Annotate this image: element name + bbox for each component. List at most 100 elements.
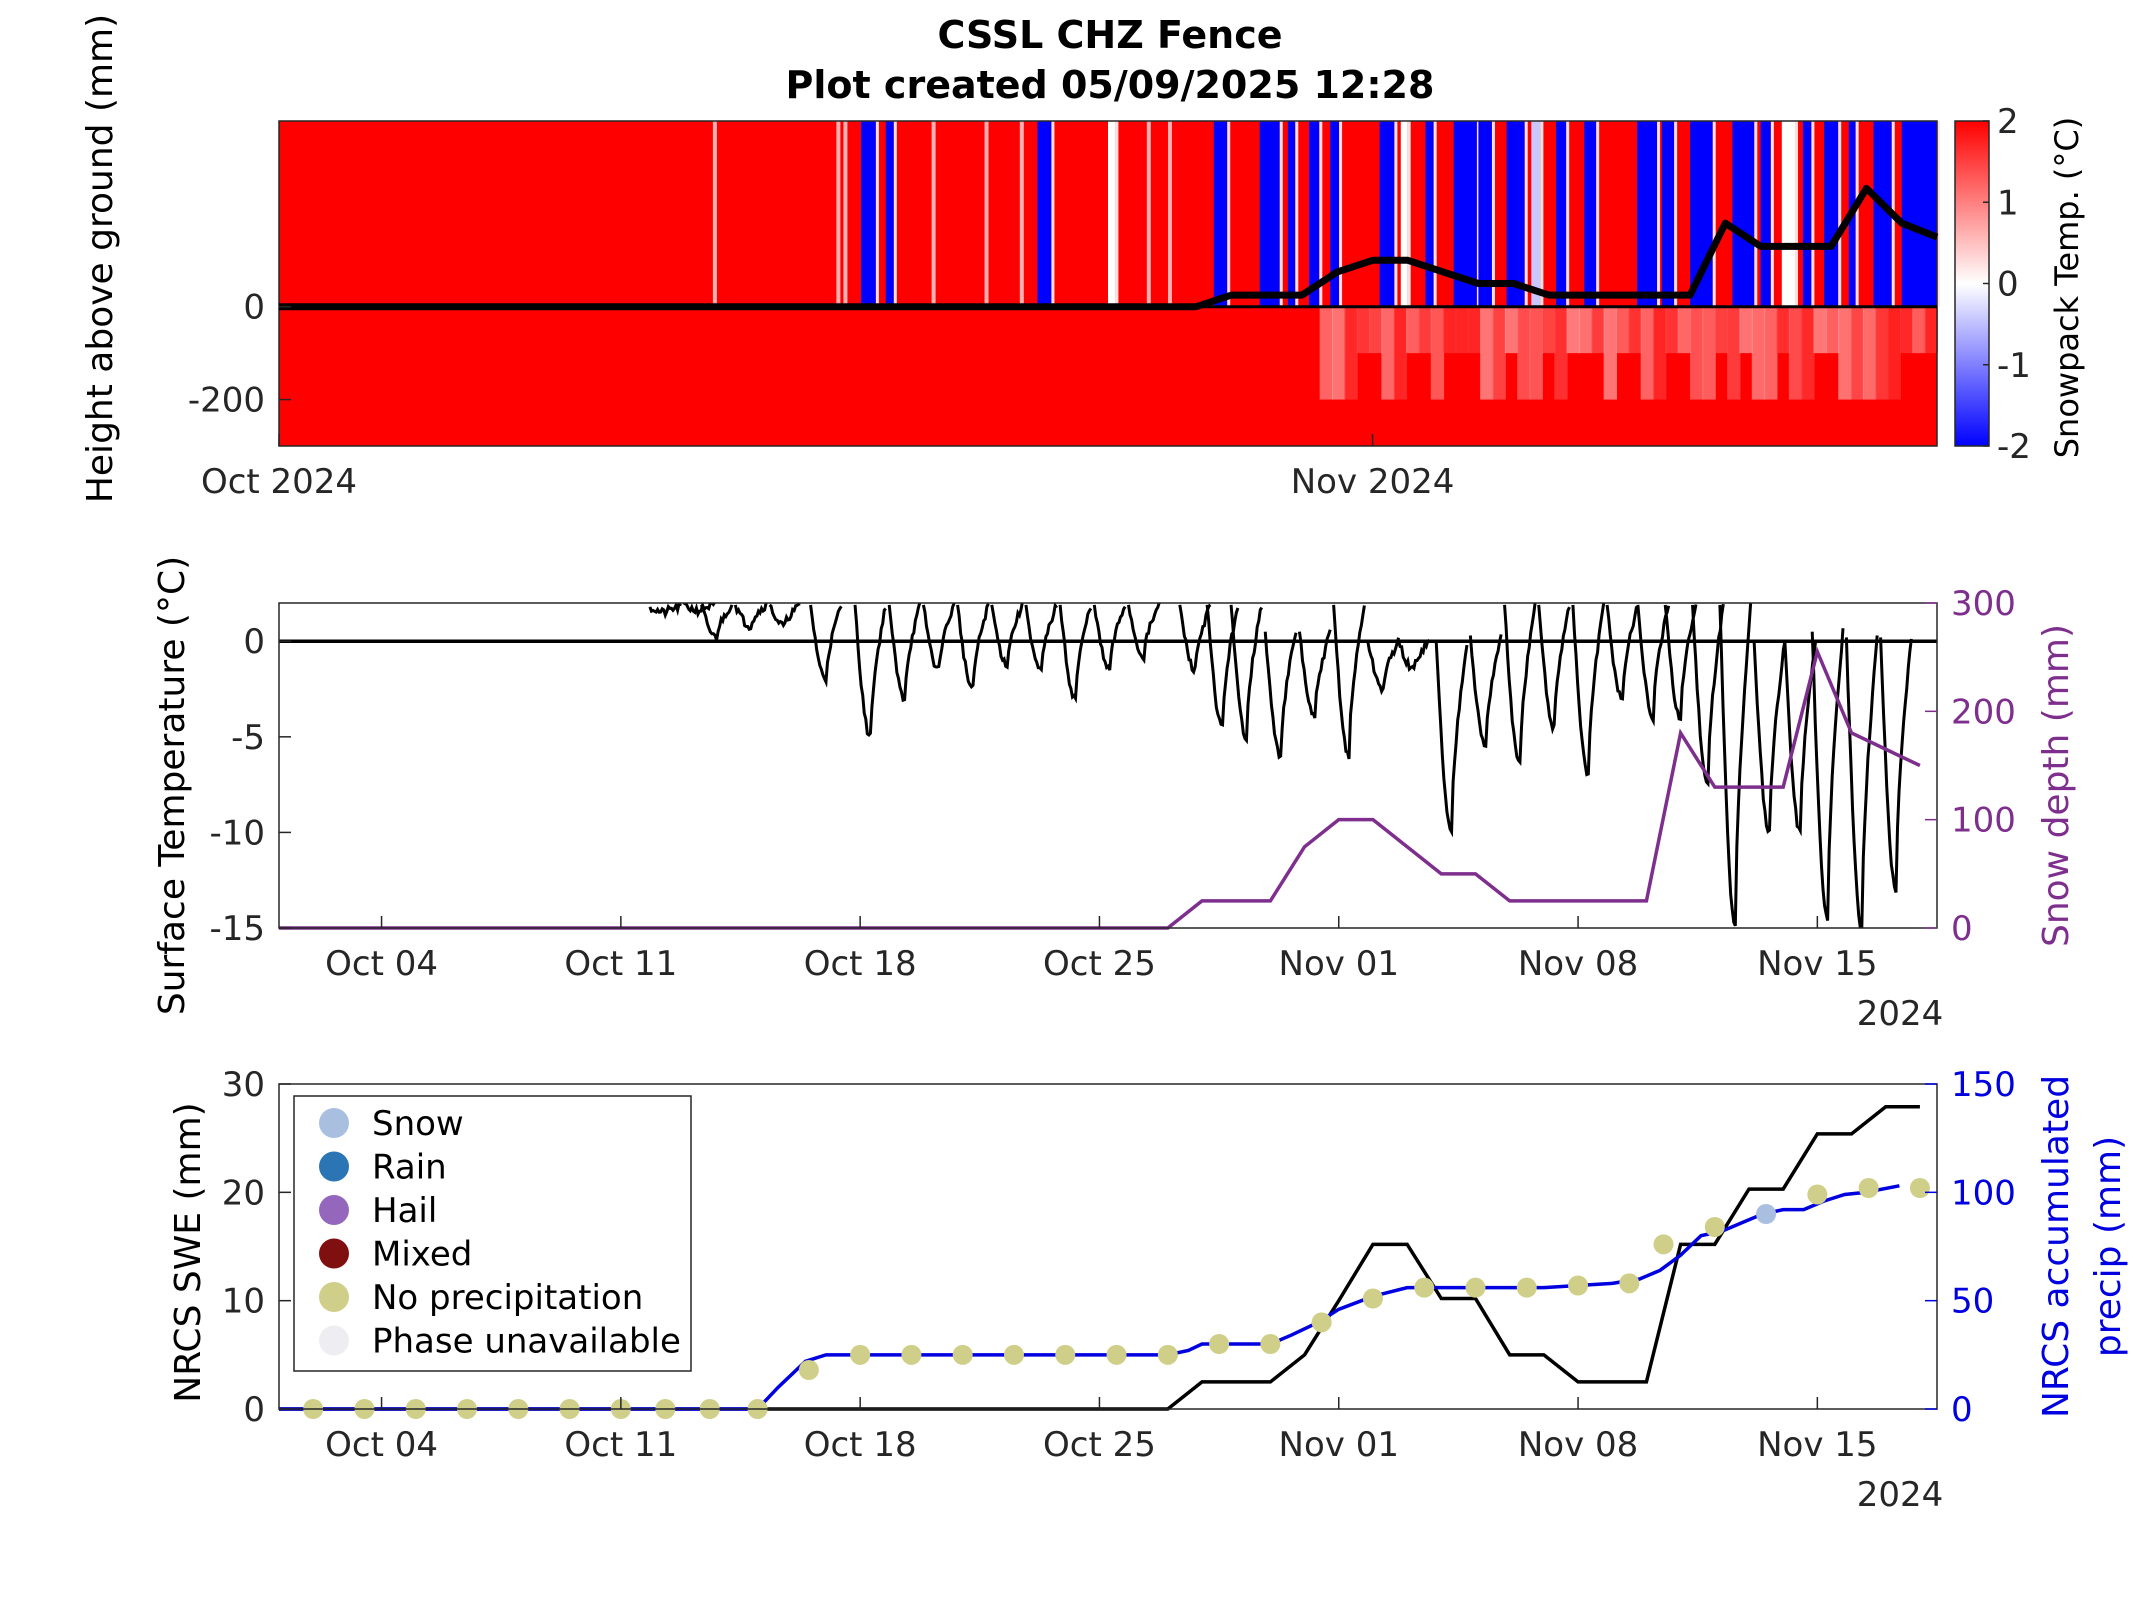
panel2-frame [278,602,1938,929]
heatmap-light-stripe [1295,121,1299,307]
heatmap-light-stripe [1936,121,1940,307]
heatmap-soil-cell [1813,306,1827,354]
precip-phase-marker [1653,1234,1674,1255]
precip-phase-marker [1055,1344,1076,1365]
legend-entry-label: Rain [372,1148,447,1188]
y-right-axis-label-line1: NRCS accumulated [2036,1075,2077,1418]
panel3-frame [278,1083,1938,1410]
heatmap-light-stripe [1566,121,1570,307]
y-tick-label: 0 [243,1390,265,1430]
precip-phase-marker [798,1360,819,1380]
heatmap-cold-stripe [1531,121,1541,307]
heatmap-soil-cell [1603,306,1617,400]
heatmap-light-stripe [1596,121,1600,307]
heatmap-soil-cell [1393,306,1408,400]
heatmap-cold-stripe [1661,121,1675,307]
heatmap-cold-stripe [1824,121,1839,307]
y-right-tick-label: 100 [1951,801,2016,841]
heatmap-soil-cell [1356,306,1371,354]
heatmap-soil-cell [1504,306,1519,354]
heatmap-soil-cell [1467,306,1482,354]
x-tick-label: Oct 11 [564,944,677,984]
x-tick-label: Oct 04 [325,944,438,984]
precip-phase-marker [952,1344,973,1365]
heatmap-soil-cell [1480,306,1494,400]
heatmap-light-stripe [1433,121,1437,307]
heatmap-soil-cell [1566,306,1580,354]
heatmap-cold-stripe [1732,121,1755,307]
heatmap-cold-stripe [1584,121,1597,307]
heatmap-soil-cell [1406,306,1420,354]
y-right-tick-label: 0 [1951,1390,1973,1430]
heatmap-soil-cell [1776,306,1790,354]
heatmap-soil-cell [1455,306,1469,354]
x-tick-label: Oct 18 [804,1425,917,1465]
y-tick-label: 0 [243,622,265,662]
legend-swatch [319,1195,349,1225]
heatmap-light-stripe [1754,121,1758,307]
heatmap-soil-cell [1899,306,1914,354]
y-tick-label: -200 [188,381,265,421]
x-tick-label: Oct 18 [804,944,917,984]
heatmap-frame [278,120,1938,447]
y-axis-label: Surface Temperature (°C) [152,556,193,1015]
precip-phase-marker [901,1344,922,1365]
heatmap-pale-stripe [931,121,936,307]
heatmap-light-stripe [1524,121,1528,307]
heatmap-soil-cell [1887,306,1901,400]
y-tick-label: 0 [243,288,265,328]
colorbar-tick-label: -2 [1997,427,2031,467]
heatmap-soil-cell [1825,306,1840,354]
x-tick-label: Nov 01 [1279,1425,1399,1465]
heatmap-soil-cell [1332,306,1346,400]
colorbar-tick-label: 0 [1997,265,2019,305]
y-tick-label: -10 [209,813,265,853]
heatmap-soil-cell [1751,306,1766,400]
heatmap-soil-cell [1430,306,1445,400]
legend-swatch [319,1325,349,1356]
precip-phase-marker [1465,1277,1486,1298]
x-tick-label: Nov 15 [1757,944,1877,984]
heatmap-soil-cell [1739,306,1753,354]
x-tick-label: Nov 01 [1279,944,1399,984]
precip-phase-marker [1209,1334,1230,1354]
legend-swatch [319,1282,349,1312]
heatmap-soil-cell [1541,306,1556,354]
heatmap-soil-cell [1369,306,1383,354]
heatmap-soil-cell [1702,306,1716,400]
x-year-label: 2024 [1857,1475,1944,1515]
heatmap-soil-cell [1862,306,1877,400]
heatmap-light-stripe [1319,121,1323,307]
precip-phase-marker [1619,1273,1640,1294]
heatmap-cold-stripe [1213,121,1228,307]
y-right-tick-label: 0 [1951,909,1973,949]
swe-line [279,1105,1920,1411]
heatmap-light-stripe [1115,121,1119,307]
y-axis-label: NRCS SWE (mm) [168,1102,209,1402]
heatmap-soil-cell [1443,306,1457,354]
precip-phase-marker [1003,1344,1024,1365]
precip-phase-marker [1414,1277,1435,1298]
heatmap-cold-stripe [1330,121,1340,307]
legend-box [293,1095,692,1372]
heatmap-light-stripe [893,121,897,307]
x-tick-label: Oct 25 [1043,944,1156,984]
figure-title: CSSL CHZ Fence [937,13,1282,57]
legend-swatch [319,1238,349,1269]
heatmap-soil-cell [1690,306,1704,400]
heatmap-soil-cell [1591,306,1605,354]
heatmap-cold-stripe [1453,121,1477,307]
heatmap-soil-cell [1677,306,1692,354]
y-right-tick-label: 150 [1951,1065,2016,1105]
snow-depth-line [279,646,1921,930]
heatmap-soil-cell [1788,306,1803,400]
heatmap-cold-stripe [1037,121,1052,307]
heatmap-soil-cell [1381,306,1395,400]
precip-phase-marker [1157,1344,1178,1365]
precip-phase-marker [1311,1312,1332,1333]
precip-phase-marker [1106,1344,1127,1365]
heatmap-cold-stripe [1873,121,1892,307]
